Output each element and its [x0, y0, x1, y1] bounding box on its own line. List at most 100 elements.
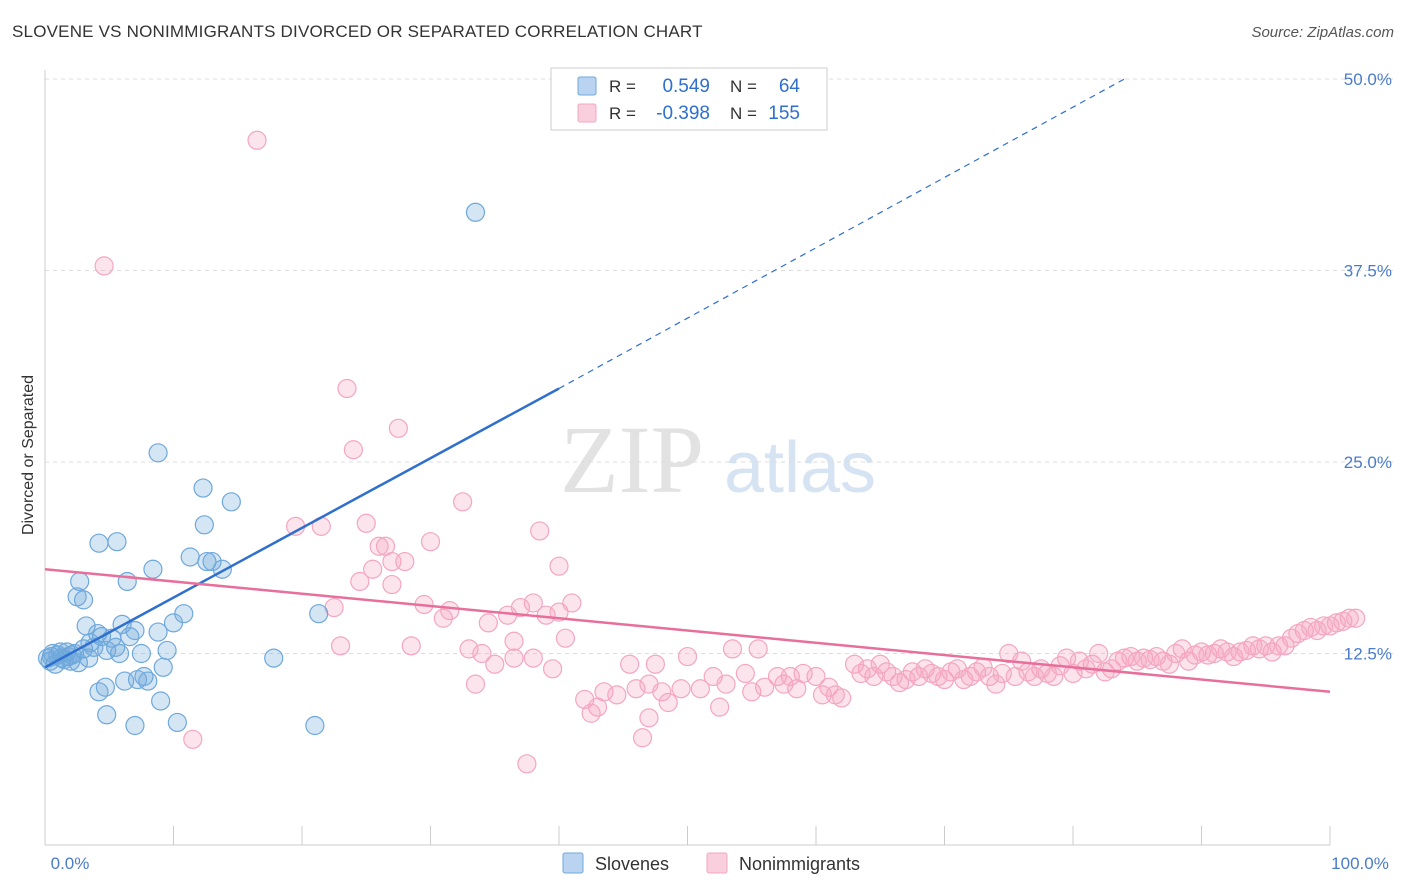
- legend-n-value-2: 155: [768, 103, 800, 124]
- point-nonimmigrants: [1326, 613, 1347, 633]
- point-nonimmigrants: [857, 659, 878, 679]
- point-nonimmigrants: [440, 601, 460, 621]
- y-axis-label: Divorced or Separated: [20, 375, 37, 535]
- point-nonimmigrants: [652, 682, 672, 702]
- point-slovenes: [125, 620, 145, 641]
- gridlines: [45, 78, 1395, 654]
- point-nonimmigrants: [607, 685, 627, 705]
- x-tick-label-min: 0.0%: [51, 854, 90, 873]
- legend-swatch-slovenes: [577, 76, 597, 96]
- point-slovenes: [89, 533, 109, 553]
- point-nonimmigrants: [934, 669, 955, 690]
- point-nonimmigrants: [472, 643, 492, 664]
- point-nonimmigrants: [510, 597, 531, 618]
- point-nonimmigrants: [742, 682, 762, 702]
- point-nonimmigrants: [465, 674, 486, 694]
- legend-r-label-1: R =: [609, 77, 636, 96]
- point-nonimmigrants: [523, 593, 543, 613]
- legend-n-value-1: 64: [779, 76, 801, 97]
- point-nonimmigrants: [523, 648, 543, 668]
- point-nonimmigrants: [420, 532, 441, 552]
- point-nonimmigrants: [1346, 608, 1366, 628]
- point-nonimmigrants: [382, 574, 402, 595]
- point-slovenes: [193, 478, 213, 498]
- x-tick-label-max: 100.0%: [1331, 854, 1389, 873]
- watermark-atlas: atlas: [724, 428, 876, 508]
- correlation-legend: R = 0.549 N = 64 R = -0.398 N = 155: [550, 67, 828, 131]
- point-nonimmigrants: [658, 692, 678, 713]
- trendline-slovenes-extension: [558, 78, 1125, 389]
- point-slovenes: [197, 551, 217, 572]
- point-nonimmigrants: [722, 639, 743, 659]
- point-nonimmigrants: [1339, 608, 1359, 628]
- point-slovenes: [138, 671, 158, 691]
- point-nonimmigrants: [247, 130, 267, 150]
- point-nonimmigrants: [453, 492, 473, 512]
- point-slovenes: [107, 532, 127, 552]
- point-slovenes: [143, 559, 163, 579]
- legend-r-value-2: -0.398: [656, 103, 710, 124]
- point-nonimmigrants: [639, 708, 659, 728]
- point-nonimmigrants: [832, 688, 852, 708]
- point-nonimmigrants: [356, 513, 376, 533]
- point-nonimmigrants: [819, 677, 839, 697]
- legend-n-label-2: N =: [730, 104, 757, 123]
- trendline-slovenes: [44, 387, 560, 669]
- point-nonimmigrants: [459, 639, 479, 659]
- point-nonimmigrants: [504, 648, 524, 668]
- point-nonimmigrants: [864, 666, 884, 687]
- y-tick-label: 12.5%: [1344, 645, 1392, 664]
- point-slovenes: [151, 691, 171, 711]
- point-slovenes: [109, 643, 130, 664]
- point-nonimmigrants: [337, 378, 357, 399]
- source-label: Source: ZipAtlas.com: [1251, 24, 1394, 41]
- point-nonimmigrants: [542, 659, 563, 679]
- point-nonimmigrants: [716, 674, 736, 694]
- point-nonimmigrants: [626, 679, 646, 699]
- point-slovenes: [125, 715, 145, 736]
- point-slovenes: [95, 677, 115, 697]
- point-nonimmigrants: [517, 754, 537, 774]
- point-nonimmigrants: [748, 639, 768, 659]
- point-nonimmigrants: [395, 551, 415, 572]
- y-tick-label: 25.0%: [1344, 453, 1392, 472]
- point-nonimmigrants: [562, 593, 582, 613]
- point-nonimmigrants: [478, 613, 498, 633]
- legend-r-label-2: R =: [609, 104, 636, 123]
- point-slovenes: [264, 648, 284, 668]
- point-slovenes: [167, 712, 187, 733]
- legend-n-label-1: N =: [730, 77, 757, 96]
- point-nonimmigrants: [710, 697, 730, 717]
- point-slovenes: [79, 648, 99, 668]
- y-tick-label: 37.5%: [1344, 262, 1392, 281]
- point-nonimmigrants: [1089, 643, 1109, 664]
- series-nonimmigrants-points: [94, 130, 1366, 774]
- legend-box: [550, 67, 828, 131]
- point-slovenes: [117, 571, 137, 592]
- point-nonimmigrants: [388, 418, 408, 438]
- point-nonimmigrants: [690, 679, 710, 699]
- bottom-legend-swatch-nonimmigrants: [706, 852, 728, 874]
- point-slovenes: [157, 640, 177, 661]
- point-nonimmigrants: [549, 556, 569, 576]
- point-nonimmigrants: [433, 608, 453, 628]
- point-slovenes: [70, 571, 90, 592]
- point-slovenes: [194, 515, 214, 535]
- point-slovenes: [174, 604, 194, 624]
- point-nonimmigrants: [330, 636, 351, 656]
- point-slovenes: [148, 622, 168, 642]
- point-slovenes: [305, 715, 325, 736]
- point-slovenes: [73, 590, 94, 610]
- point-nonimmigrants: [1101, 659, 1122, 679]
- point-slovenes: [148, 443, 168, 463]
- point-nonimmigrants: [369, 536, 389, 556]
- y-tick-label: 50.0%: [1344, 70, 1392, 89]
- legend-r-value-1: 0.549: [662, 76, 710, 97]
- point-slovenes: [202, 551, 222, 572]
- point-slovenes: [221, 492, 241, 512]
- point-nonimmigrants: [363, 559, 383, 579]
- y-tick-labels: 12.5% 25.0% 37.5% 50.0%: [1344, 70, 1392, 664]
- point-nonimmigrants: [343, 440, 363, 460]
- chart-title: SLOVENE VS NONIMMIGRANTS DIVORCED OR SEP…: [12, 22, 703, 41]
